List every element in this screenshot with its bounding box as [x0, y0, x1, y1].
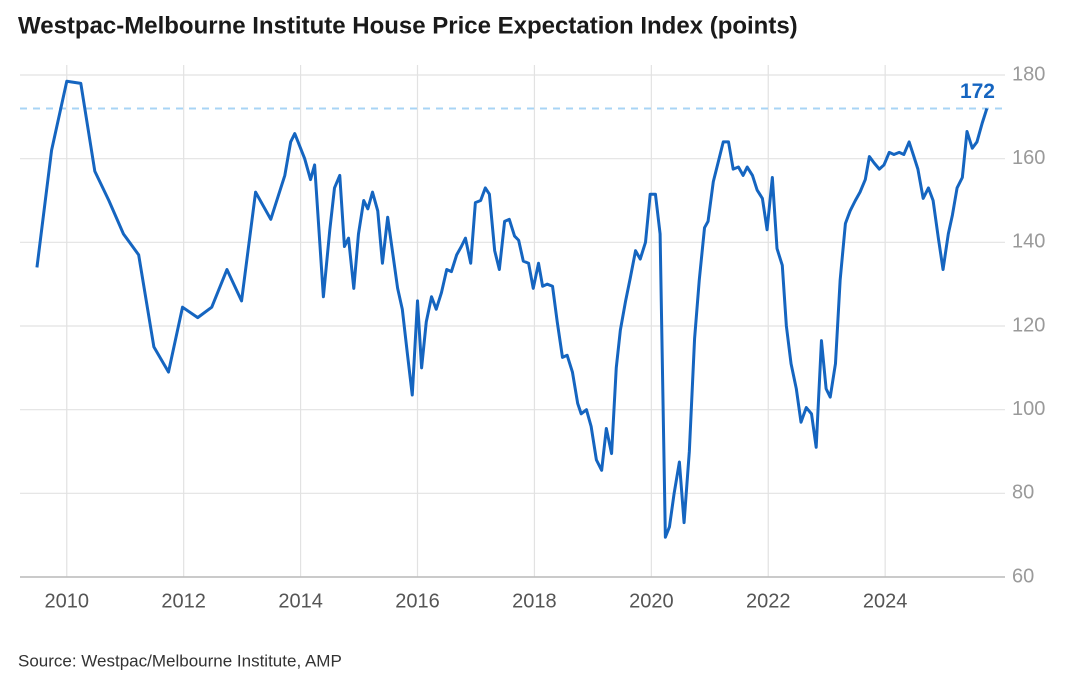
source-note: Source: Westpac/Melbourne Institute, AMP — [18, 651, 342, 670]
y-tick-label: 100 — [1012, 398, 1045, 420]
y-tick-label: 140 — [1012, 231, 1045, 253]
x-tick-label: 2016 — [395, 590, 440, 612]
y-tick-label: 120 — [1012, 314, 1045, 336]
y-tick-label: 80 — [1012, 482, 1034, 504]
y-tick-label: 180 — [1012, 63, 1045, 85]
x-tick-label: 2018 — [512, 590, 557, 612]
x-tick-label: 2012 — [161, 590, 206, 612]
x-tick-label: 2014 — [278, 590, 323, 612]
x-tick-label: 2022 — [746, 590, 791, 612]
y-tick-label: 160 — [1012, 147, 1045, 169]
series-line — [35, 79, 989, 539]
chart-title: Westpac-Melbourne Institute House Price … — [18, 12, 798, 39]
reference-label: 172 — [960, 80, 995, 103]
x-tick-label: 2020 — [629, 590, 674, 612]
y-tick-label: 60 — [1012, 565, 1034, 587]
x-tick-label: 2010 — [45, 590, 90, 612]
x-tick-label: 2024 — [863, 590, 908, 612]
